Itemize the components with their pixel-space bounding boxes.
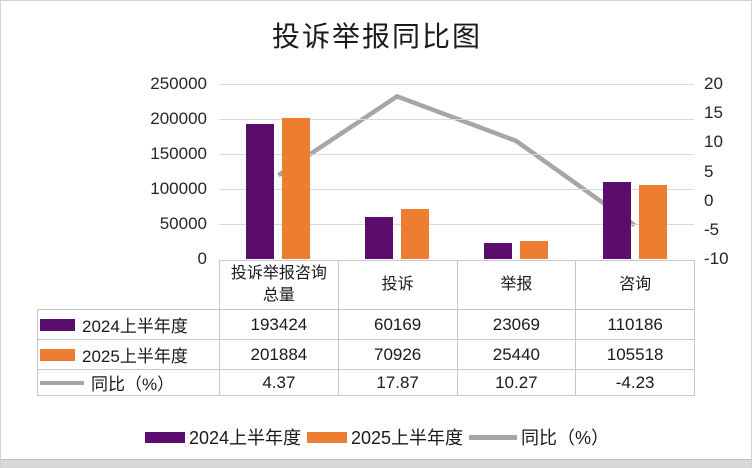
right-axis-tick-label: -5 [704,219,720,239]
gridline [219,84,694,85]
table-blank-cell [38,261,220,310]
legend-item-2024上半年度: 2024上半年度 [144,424,301,450]
bar-2024上半年度-3 [602,181,631,259]
bar-2025上半年度-0 [282,117,311,259]
trend-line-svg [277,93,636,228]
right-axis-tick-label: 0 [704,190,714,210]
legend-key-swatch-icon [40,318,75,331]
bottom-strip [1,459,751,467]
legend-swatch-icon [306,431,347,443]
table-row-同比（%）: 同比（%） 4.37 17.87 10.27 -4.23 [37,369,695,396]
legend-key-swatch-icon [40,348,75,361]
table-value-cell: 23069 [456,309,577,340]
bar-2024上半年度-1 [365,216,394,259]
bar-2024上半年度-0 [246,123,275,259]
data-table: 投诉举报咨询 总量 投诉 举报 咨询 2024上半年度 193424 60169 23069 11… [37,260,695,396]
right-axis-tick-label: 5 [704,161,714,181]
chart-title: 投诉举报同比图 [271,22,482,53]
table-value-cell: 70926 [337,339,458,370]
table-value-cell: 193424 [219,309,339,340]
right-axis-tick-label: 10 [704,132,723,152]
legend-label: 同比（%） [521,428,610,448]
bar-2025上半年度-3 [638,185,667,259]
table-value-cell: 10.27 [456,369,577,396]
series-label-cell: 2025上半年度 [37,339,220,370]
table-value-cell: 17.87 [337,369,458,396]
legend-swatch-icon [144,431,185,443]
right-axis-tick-label: 20 [704,74,723,93]
trend-line [277,93,636,228]
table-value-cell: -4.23 [575,369,695,396]
legend-key-line-icon [40,380,84,385]
gridline [219,119,694,120]
left-axis-tick-label: 50000 [159,214,207,233]
plot-area[interactable] [219,84,694,259]
left-axis-tick-label: 100000 [150,179,207,198]
table-value-cell: 60169 [337,309,458,340]
left-axis-tick-label: 250000 [150,74,207,93]
table-value-cell: 4.37 [219,369,339,396]
table-value-cell: 25440 [456,339,577,370]
bar-2025上半年度-2 [519,241,548,259]
legend: 2024上半年度 2025上半年度 同比（%） [1,424,751,450]
table-header-row: 投诉举报咨询 总量 投诉 举报 咨询 [38,260,695,310]
series-name: 2024上半年度 [82,317,188,336]
legend-label: 2024上半年度 [188,428,301,448]
left-axis-tick-label: 200000 [150,109,207,128]
table-row-2025上半年度: 2025上半年度 201884 70926 25440 105518 [37,339,695,370]
gridline [219,224,694,225]
right-axis-tick-label: -10 [704,249,729,268]
legend-label: 2025上半年度 [350,428,464,448]
table-value-cell: 110186 [575,309,695,340]
category-header-3: 咨询 [575,260,695,310]
gridline [219,154,694,155]
legend-item-同比（%）: 同比（%） [469,424,609,450]
left-axis-tick-label: 150000 [150,144,207,163]
gridline [219,189,694,190]
series-name: 2025上半年度 [82,347,188,366]
series-label-cell: 同比（%） [37,369,220,396]
bar-2024上半年度-2 [483,242,512,259]
category-header-0: 投诉举报咨询 总量 [219,260,339,310]
bar-2025上半年度-1 [401,209,430,259]
category-header-1: 投诉 [337,260,458,310]
left-axis-tick-label: 0 [197,249,207,268]
legend-item-2025上半年度: 2025上半年度 [306,424,464,450]
table-value-cell: 201884 [219,339,339,370]
series-name: 同比（%） [91,375,175,394]
series-label-cell: 2024上半年度 [37,309,220,340]
right-axis-tick-label: 15 [704,103,723,123]
table-row-2024上半年度: 2024上半年度 193424 60169 23069 110186 [37,309,695,340]
category-header-2: 举报 [456,260,577,310]
table-value-cell: 105518 [575,339,695,370]
legend-line-icon [469,434,518,440]
